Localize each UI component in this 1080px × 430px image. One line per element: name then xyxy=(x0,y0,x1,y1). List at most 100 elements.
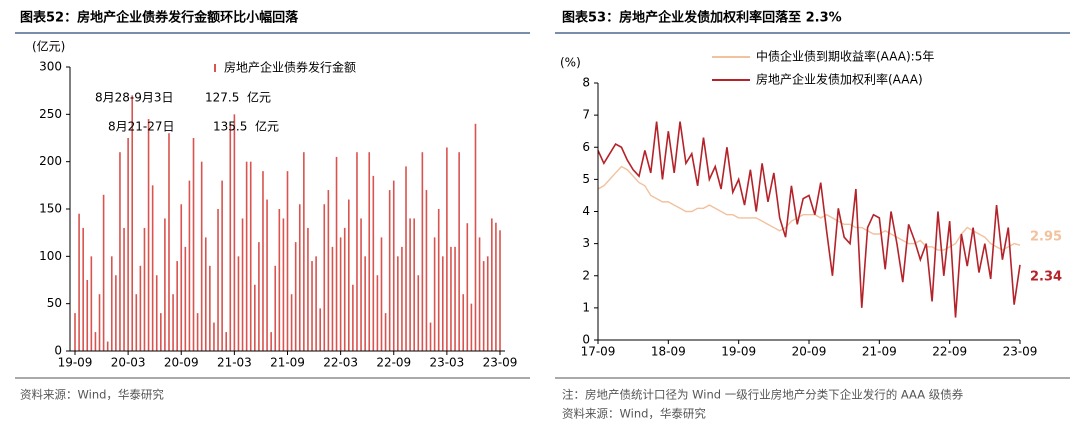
y-axis-label: (亿元) xyxy=(32,39,65,54)
x-tick-label: 21-09 xyxy=(270,356,305,370)
bar xyxy=(319,308,321,351)
bar xyxy=(110,256,113,351)
bar xyxy=(405,166,407,351)
x-tick-label: 18-09 xyxy=(651,345,686,359)
legend-label: 房地产企业发债加权利率(AAA) xyxy=(756,72,923,87)
y-tick-label: 300 xyxy=(39,60,62,74)
chart-title: 图表53：房地产企业发债加权利率回落至 2.3% xyxy=(562,10,842,26)
bar xyxy=(360,218,362,351)
bar xyxy=(188,180,191,351)
bar xyxy=(233,114,236,351)
y-tick-label: 3 xyxy=(582,236,590,250)
bar xyxy=(499,230,501,351)
source: 资料来源：Wind，华泰研究 xyxy=(20,388,164,402)
bar xyxy=(123,227,125,351)
bar xyxy=(147,119,150,351)
bar xyxy=(303,152,305,351)
bar xyxy=(74,313,76,351)
bar xyxy=(98,294,101,351)
bar xyxy=(372,175,375,351)
bar xyxy=(131,95,134,352)
bar xyxy=(102,194,105,351)
bar xyxy=(417,275,420,351)
bar xyxy=(470,303,473,351)
annotation-unit: 亿元 xyxy=(255,119,279,134)
annotation-unit: 亿元 xyxy=(247,90,271,105)
annotation-label: 8月21-27日 xyxy=(108,120,175,134)
annotation-label: 8月28-9月3日 xyxy=(95,91,174,105)
x-tick-label: 23-09 xyxy=(1003,345,1038,359)
chart-title: 图表52：房地产企业债券发行金额环比小幅回落 xyxy=(20,10,299,26)
bar xyxy=(421,152,424,351)
bar xyxy=(241,218,244,351)
bar xyxy=(486,256,489,351)
y-axis-label: (%) xyxy=(560,56,581,70)
end-label: 2.34 xyxy=(1030,269,1062,284)
x-tick-label: 21-03 xyxy=(217,356,252,370)
bar xyxy=(286,171,289,351)
bar xyxy=(462,294,465,351)
y-tick-label: 7 xyxy=(582,108,590,122)
bar xyxy=(184,246,187,351)
bar xyxy=(237,256,240,351)
bar xyxy=(388,190,391,351)
bar xyxy=(413,218,415,351)
bar xyxy=(466,223,469,351)
bar xyxy=(245,161,248,351)
bar xyxy=(441,256,444,351)
bar xyxy=(397,256,399,351)
bar xyxy=(380,237,383,351)
x-tick-label: 20-03 xyxy=(111,356,146,370)
bar xyxy=(229,123,232,351)
bar xyxy=(180,204,183,351)
bar xyxy=(119,152,121,351)
bar xyxy=(429,322,432,351)
bar xyxy=(143,227,146,351)
bar xyxy=(176,261,178,351)
bar xyxy=(339,237,342,351)
y-tick-label: 4 xyxy=(582,204,590,218)
bar xyxy=(347,199,350,351)
bar xyxy=(298,204,301,351)
x-tick-label: 17-09 xyxy=(581,345,616,359)
bar xyxy=(294,242,297,351)
x-tick-label: 22-09 xyxy=(376,356,411,370)
bar xyxy=(90,256,93,351)
y-tick-label: 5 xyxy=(582,172,590,186)
legend-label: 房地产企业债券发行金额 xyxy=(224,60,356,75)
bar xyxy=(270,332,272,351)
bar xyxy=(209,265,211,351)
legend-label: 中债企业债到期收益率(AAA):5年 xyxy=(756,49,934,64)
bar xyxy=(200,161,203,351)
y-tick-label: 1 xyxy=(582,300,590,314)
x-tick-label: 22-03 xyxy=(323,356,358,370)
bar xyxy=(425,190,428,351)
y-tick-label: 50 xyxy=(47,296,62,310)
bar xyxy=(94,332,97,351)
note: 注：房地产债统计口径为 Wind 一级行业房地产分类下企业发行的 AAA 级债券 xyxy=(562,388,964,402)
bar xyxy=(135,294,138,351)
x-tick-label: 22-09 xyxy=(932,345,967,359)
y-tick-label: 150 xyxy=(39,202,62,216)
bar xyxy=(331,246,334,351)
bar xyxy=(315,256,317,351)
x-tick-label: 20-09 xyxy=(164,356,199,370)
x-tick-label: 23-03 xyxy=(429,356,464,370)
bar xyxy=(172,294,174,351)
bar xyxy=(307,227,309,351)
bar xyxy=(364,256,366,351)
bar xyxy=(115,275,117,351)
bar xyxy=(78,213,80,351)
bar xyxy=(491,218,493,351)
bar xyxy=(482,261,485,351)
bar xyxy=(290,294,293,351)
y-tick-label: 8 xyxy=(582,76,590,90)
bar xyxy=(139,265,142,351)
bar xyxy=(217,209,219,351)
x-tick-label: 19-09 xyxy=(58,356,93,370)
bar xyxy=(151,185,154,351)
bar xyxy=(450,246,452,351)
bar xyxy=(409,218,411,351)
bar xyxy=(384,313,387,351)
